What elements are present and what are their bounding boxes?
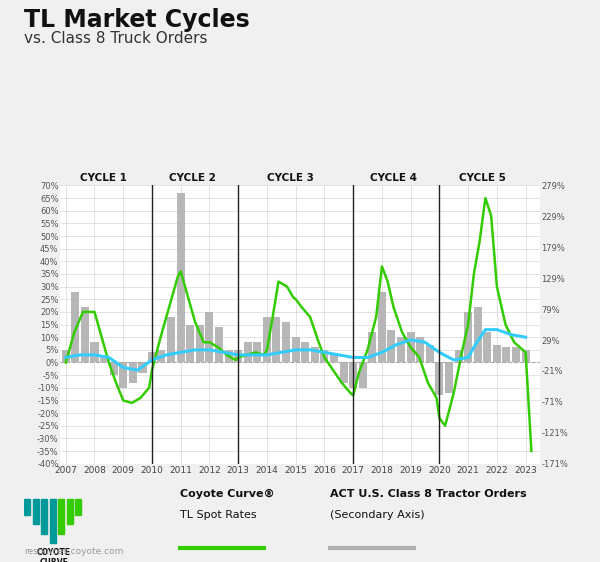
Bar [196, 325, 204, 362]
Text: CYCLE 3: CYCLE 3 [266, 173, 313, 183]
Bar [139, 362, 146, 373]
Text: Coyote Curve®: Coyote Curve® [180, 489, 275, 499]
Bar [397, 337, 405, 362]
Bar [282, 322, 290, 362]
Bar [128, 362, 137, 383]
Text: CYCLE 5: CYCLE 5 [459, 173, 506, 183]
Bar [330, 355, 338, 362]
Bar [340, 362, 348, 383]
Bar [292, 337, 300, 362]
Bar [205, 312, 214, 362]
Bar [224, 350, 233, 362]
Bar [473, 307, 482, 362]
Bar [484, 332, 491, 362]
Text: CYCLE 1: CYCLE 1 [80, 173, 127, 183]
Text: vs. Class 8 Truck Orders: vs. Class 8 Truck Orders [24, 31, 208, 46]
Bar [512, 347, 520, 362]
Bar [91, 342, 98, 362]
Bar [50, 499, 56, 543]
Text: resources.coyote.com: resources.coyote.com [24, 547, 124, 556]
Bar [311, 347, 319, 362]
Bar [263, 317, 271, 362]
Bar [176, 193, 185, 362]
Bar [67, 499, 73, 524]
Bar [493, 345, 501, 362]
Bar [320, 350, 328, 362]
Bar [234, 350, 242, 362]
Bar [62, 350, 70, 362]
Bar [521, 350, 530, 362]
Bar [32, 499, 38, 524]
Bar [416, 337, 424, 362]
Text: COYOTE
CURVE: COYOTE CURVE [37, 548, 71, 562]
Bar [502, 347, 511, 362]
Text: TL Market Cycles: TL Market Cycles [24, 8, 250, 33]
Text: (Secondary Axis): (Secondary Axis) [330, 510, 425, 520]
Bar [253, 342, 262, 362]
Bar [110, 362, 118, 375]
Bar [426, 345, 434, 362]
Bar [119, 362, 127, 388]
Bar [81, 307, 89, 362]
Bar [100, 355, 108, 362]
Bar [272, 317, 280, 362]
Bar [445, 362, 453, 393]
Bar [71, 292, 79, 362]
Bar [157, 350, 166, 362]
Text: CYCLE 4: CYCLE 4 [370, 173, 417, 183]
Bar [167, 317, 175, 362]
Bar [186, 325, 194, 362]
Bar [76, 499, 82, 515]
Bar [359, 362, 367, 388]
Text: CYCLE 2: CYCLE 2 [169, 173, 215, 183]
Bar [301, 342, 309, 362]
Bar [407, 332, 415, 362]
Bar [455, 350, 463, 362]
Bar [41, 499, 47, 534]
Text: ACT U.S. Class 8 Tractor Orders: ACT U.S. Class 8 Tractor Orders [330, 489, 527, 499]
Bar [388, 329, 395, 362]
Bar [215, 327, 223, 362]
Bar [349, 362, 357, 388]
Bar [464, 312, 472, 362]
Bar [436, 362, 443, 396]
Bar [368, 332, 376, 362]
Text: TL Spot Rates: TL Spot Rates [180, 510, 257, 520]
Bar [244, 342, 252, 362]
Bar [148, 352, 156, 362]
Bar [378, 292, 386, 362]
Bar [24, 499, 30, 515]
Bar [58, 499, 64, 534]
